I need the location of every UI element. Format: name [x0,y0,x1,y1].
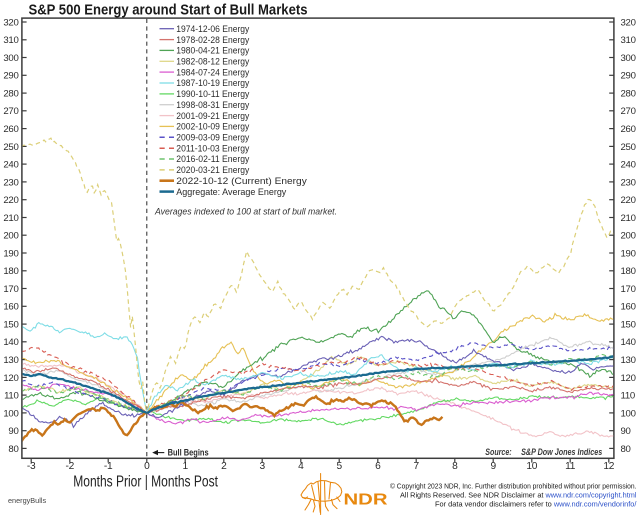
svg-text:320: 320 [3,17,18,28]
svg-text:9: 9 [490,461,496,472]
svg-text:© Copyright 2023 NDR, Inc. Fur: © Copyright 2023 NDR, Inc. Further distr… [390,481,637,490]
svg-text:90: 90 [621,426,631,437]
svg-text:80: 80 [621,444,631,455]
svg-text:320: 320 [621,17,636,28]
svg-text:Months Prior | Months Post: Months Prior | Months Post [73,473,218,490]
svg-text:energyBulls: energyBulls [8,496,46,505]
svg-text:2016-02-11 Energy: 2016-02-11 Energy [176,154,249,164]
svg-text:210: 210 [621,213,636,224]
svg-text:All Rights Reserved. See NDR D: All Rights Reserved. See NDR Disclaimer … [400,490,637,499]
svg-text:280: 280 [621,89,636,100]
svg-text:160: 160 [3,302,18,313]
svg-text:100: 100 [3,408,18,419]
svg-text:200: 200 [3,231,18,242]
svg-text:2011-10-03 Energy: 2011-10-03 Energy [176,143,249,153]
svg-text:310: 310 [3,35,18,46]
svg-text:5: 5 [336,461,342,472]
svg-text:-2: -2 [65,461,74,472]
svg-text:0: 0 [144,461,150,472]
svg-text:170: 170 [3,284,18,295]
svg-text:10: 10 [526,461,537,472]
svg-text:Source:: Source: [485,446,511,457]
svg-text:S&P 500 Energy around Start of: S&P 500 Energy around Start of Bull Mark… [29,3,308,19]
svg-text:210: 210 [3,213,18,224]
svg-text:270: 270 [621,106,636,117]
svg-text:-1: -1 [104,461,113,472]
svg-text:160: 160 [621,302,636,313]
svg-text:180: 180 [621,266,636,277]
svg-text:130: 130 [621,355,636,366]
svg-text:280: 280 [3,89,18,100]
svg-text:NDR: NDR [344,492,389,509]
svg-text:80: 80 [8,444,18,455]
svg-text:170: 170 [621,284,636,295]
svg-text:150: 150 [621,320,636,331]
svg-text:290: 290 [621,71,636,82]
svg-text:270: 270 [3,106,18,117]
svg-text:2020-03-21 Energy: 2020-03-21 Energy [176,165,249,175]
svg-text:300: 300 [621,53,636,64]
svg-text:220: 220 [621,195,636,206]
svg-text:Aggregate: Average Energy: Aggregate: Average Energy [176,187,286,197]
svg-text:190: 190 [3,248,18,259]
svg-text:310: 310 [621,35,636,46]
svg-text:11: 11 [565,461,576,472]
svg-text:8: 8 [452,461,458,472]
svg-text:1974-12-06 Energy: 1974-12-06 Energy [176,24,249,34]
svg-text:90: 90 [8,426,18,437]
svg-text:1998-08-31 Energy: 1998-08-31 Energy [176,100,249,110]
svg-text:3: 3 [259,461,265,472]
svg-text:110: 110 [621,391,635,402]
svg-text:1: 1 [182,461,188,472]
svg-text:120: 120 [621,373,636,384]
svg-text:1978-02-28 Energy: 1978-02-28 Energy [176,35,249,45]
svg-text:190: 190 [621,248,636,259]
svg-text:S&P Dow Jones Indices: S&P Dow Jones Indices [521,446,602,457]
svg-text:180: 180 [3,266,18,277]
svg-text:150: 150 [3,320,18,331]
svg-text:300: 300 [3,53,18,64]
svg-text:2009-03-09 Energy: 2009-03-09 Energy [176,133,249,143]
svg-text:4: 4 [298,461,304,472]
svg-text:140: 140 [3,337,18,348]
svg-text:2: 2 [221,461,227,472]
svg-text:140: 140 [621,337,636,348]
svg-text:6: 6 [375,461,381,472]
svg-text:1984-07-24 Energy: 1984-07-24 Energy [176,67,249,77]
svg-text:1980-04-21 Energy: 1980-04-21 Energy [176,46,249,56]
svg-text:12: 12 [603,461,614,472]
svg-text:260: 260 [621,124,636,135]
svg-text:1990-10-11 Energy: 1990-10-11 Energy [176,89,249,99]
svg-text:100: 100 [621,408,636,419]
svg-text:2002-10-09 Energy: 2002-10-09 Energy [176,122,249,132]
svg-text:Bull Begins: Bull Begins [168,447,209,457]
svg-text:250: 250 [3,142,18,153]
svg-text:230: 230 [621,177,636,188]
svg-text:Averages indexed to 100 at sta: Averages indexed to 100 at start of bull… [154,207,337,217]
svg-text:240: 240 [3,160,18,171]
svg-text:230: 230 [3,177,18,188]
svg-text:130: 130 [3,355,18,366]
svg-text:260: 260 [3,124,18,135]
svg-text:250: 250 [621,142,636,153]
svg-text:2001-09-21 Energy: 2001-09-21 Energy [176,111,249,121]
svg-text:200: 200 [621,231,636,242]
svg-text:220: 220 [3,195,18,206]
svg-text:1982-08-12 Energy: 1982-08-12 Energy [176,57,249,67]
svg-text:For data vendor disclaimers re: For data vendor disclaimers refer to www… [435,499,637,508]
svg-text:120: 120 [3,373,18,384]
svg-text:240: 240 [621,160,636,171]
svg-text:110: 110 [4,391,18,402]
svg-text:2022-10-12 (Current) Energy: 2022-10-12 (Current) Energy [176,176,307,186]
svg-text:-3: -3 [27,461,36,472]
svg-text:290: 290 [3,71,18,82]
svg-text:1987-10-19 Energy: 1987-10-19 Energy [176,78,249,88]
svg-text:7: 7 [413,461,419,472]
